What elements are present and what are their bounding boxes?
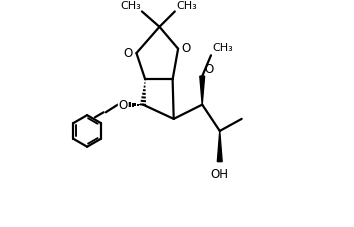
Text: O: O xyxy=(204,63,214,76)
Polygon shape xyxy=(200,77,205,105)
Text: methoxy: methoxy xyxy=(213,55,219,57)
Text: O: O xyxy=(182,42,191,55)
Text: O: O xyxy=(124,46,133,59)
Text: CH₃: CH₃ xyxy=(212,43,233,53)
Text: OH: OH xyxy=(211,167,229,180)
Text: methyl: methyl xyxy=(212,53,217,54)
Text: CH₃: CH₃ xyxy=(120,1,141,11)
Text: O: O xyxy=(119,99,128,112)
Polygon shape xyxy=(217,131,222,162)
Text: CH₃: CH₃ xyxy=(176,1,197,11)
